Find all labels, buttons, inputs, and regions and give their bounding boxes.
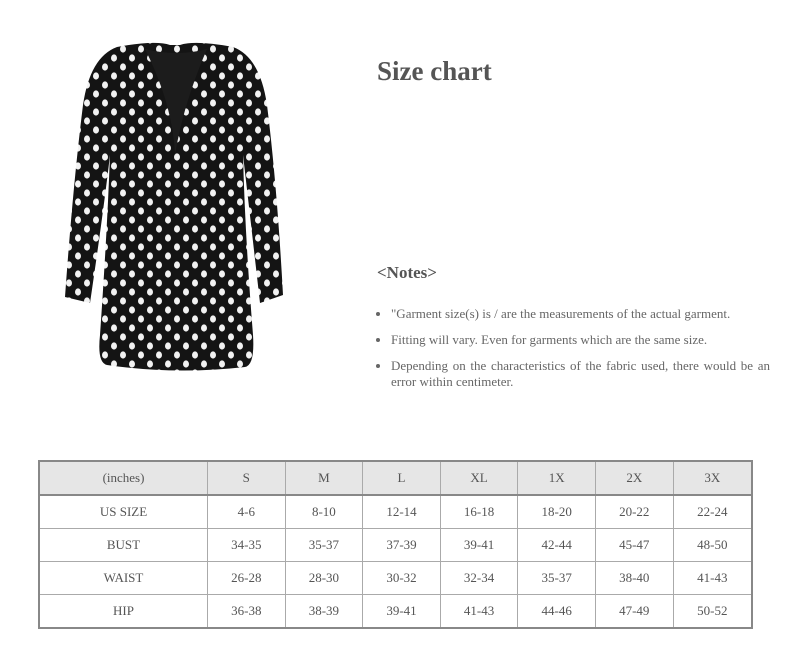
table-row: BUST 34-35 35-37 37-39 39-41 42-44 45-47 48-50 <box>38 528 753 562</box>
size-table: (inches) S M L XL 1X 2X 3X US SIZE 4-6 8-10 12-14 1… <box>38 460 753 629</box>
table-cell: 39-41 <box>362 594 441 629</box>
size-header: XL <box>439 460 519 496</box>
note-item: Fitting will vary. Even for garments whi… <box>391 332 770 348</box>
table-cell: 16-18 <box>439 494 519 529</box>
size-header: M <box>284 460 364 496</box>
measurement-label: WAIST <box>38 561 208 595</box>
table-cell: 12-14 <box>362 494 441 529</box>
note-item: Depending on the characteristics of the … <box>391 358 770 390</box>
note-item: "Garment size(s) is / are the measuremen… <box>391 306 770 322</box>
table-cell: 32-34 <box>439 561 519 595</box>
table-cell: 22-24 <box>672 494 753 529</box>
table-cell: 45-47 <box>594 528 674 562</box>
table-cell: 4-6 <box>207 494 286 529</box>
table-cell: 34-35 <box>207 528 286 562</box>
table-row: WAIST 26-28 28-30 30-32 32-34 35-37 38-40 41-43 <box>38 561 753 595</box>
table-cell: 48-50 <box>672 528 753 562</box>
size-header: L <box>362 460 441 496</box>
table-cell: 35-37 <box>517 561 596 595</box>
size-header: 2X <box>594 460 674 496</box>
table-cell: 35-37 <box>284 528 364 562</box>
table-cell: 38-39 <box>284 594 364 629</box>
page-title: Size chart <box>377 56 492 86</box>
table-cell: 50-52 <box>672 594 753 629</box>
notes-heading: <Notes> <box>377 263 437 282</box>
unit-header: (inches) <box>38 460 208 496</box>
polka-dot-top-illustration <box>65 42 283 371</box>
table-cell: 18-20 <box>517 494 596 529</box>
measurement-label: BUST <box>38 528 208 562</box>
table-cell: 37-39 <box>362 528 441 562</box>
table-cell: 26-28 <box>207 561 286 595</box>
table-row: US SIZE 4-6 8-10 12-14 16-18 18-20 20-22 22-24 <box>38 494 753 529</box>
measurement-label: HIP <box>38 594 208 629</box>
measurement-label: US SIZE <box>38 494 208 529</box>
size-header: S <box>207 460 286 496</box>
table-cell: 28-30 <box>284 561 364 595</box>
table-cell: 47-49 <box>594 594 674 629</box>
table-cell: 30-32 <box>362 561 441 595</box>
size-header: 1X <box>517 460 596 496</box>
table-cell: 20-22 <box>594 494 674 529</box>
size-header: 3X <box>672 460 753 496</box>
table-cell: 42-44 <box>517 528 596 562</box>
table-cell: 44-46 <box>517 594 596 629</box>
table-cell: 38-40 <box>594 561 674 595</box>
product-image <box>55 35 295 385</box>
table-header-row: (inches) S M L XL 1X 2X 3X <box>38 460 753 496</box>
notes-list: "Garment size(s) is / are the measuremen… <box>374 306 770 400</box>
table-cell: 8-10 <box>284 494 364 529</box>
table-cell: 41-43 <box>439 594 519 629</box>
table-cell: 36-38 <box>207 594 286 629</box>
table-cell: 39-41 <box>439 528 519 562</box>
table-cell: 41-43 <box>672 561 753 595</box>
table-row: HIP 36-38 38-39 39-41 41-43 44-46 47-49 50-52 <box>38 594 753 629</box>
